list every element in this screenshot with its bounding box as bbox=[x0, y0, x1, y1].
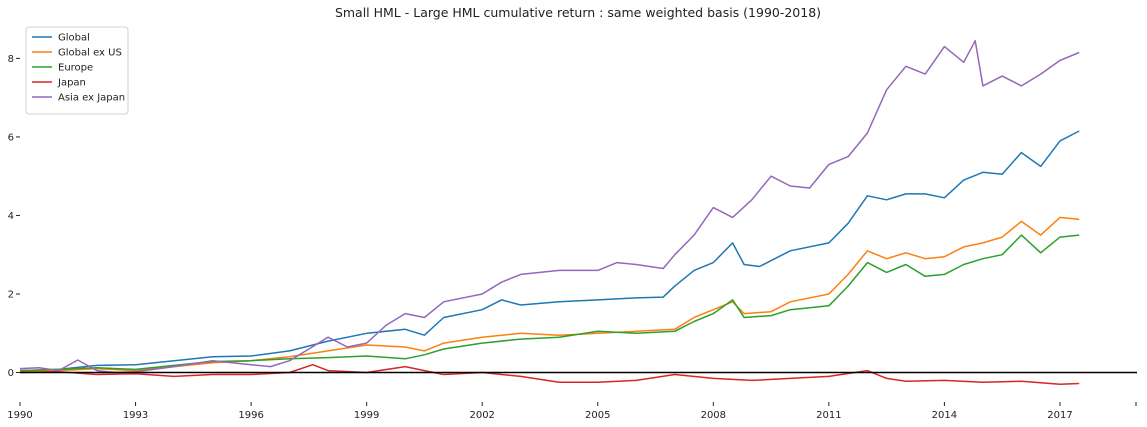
y-tick-label: 8 bbox=[8, 54, 14, 65]
x-tick-label: 1993 bbox=[123, 410, 148, 421]
x-tick-label: 2005 bbox=[585, 410, 610, 421]
series-line-4 bbox=[19, 39, 1080, 374]
series-line-1 bbox=[19, 216, 1080, 373]
x-tick-label: 2002 bbox=[469, 410, 494, 421]
series-line-3 bbox=[19, 363, 1080, 386]
series-line-0 bbox=[19, 130, 1080, 372]
legend-box bbox=[25, 26, 129, 115]
legend-label: Europe bbox=[58, 63, 93, 74]
y-tick-label: 4 bbox=[8, 211, 14, 222]
x-tick-label: 2008 bbox=[701, 410, 726, 421]
y-tick-label: 2 bbox=[8, 289, 14, 300]
y-tick-label: 0 bbox=[8, 368, 14, 379]
legend-label: Global ex US bbox=[58, 48, 122, 59]
series-layer bbox=[19, 39, 1080, 386]
y-axis: 0 2 4 6 8 bbox=[8, 54, 20, 379]
legend-label: Global bbox=[58, 33, 90, 44]
y-tick-label: 6 bbox=[8, 132, 14, 143]
chart-title: Small HML - Large HML cumulative return … bbox=[335, 5, 821, 20]
x-tick-label: 2014 bbox=[932, 410, 957, 421]
x-axis: 1990 1993 1996 1999 2002 2005 2008 2011 2014 2017 bbox=[7, 402, 1137, 421]
x-tick-label: 2017 bbox=[1047, 410, 1072, 421]
legend-label: Japan bbox=[57, 78, 86, 89]
x-tick-label: 1999 bbox=[354, 410, 379, 421]
x-tick-label: 1990 bbox=[7, 410, 32, 421]
series-line-2 bbox=[19, 234, 1080, 372]
legend-label: Asia ex Japan bbox=[58, 93, 125, 104]
legend: Global Global ex US Europe Japan Asia ex Jap… bbox=[25, 26, 129, 115]
x-tick-label: 1996 bbox=[238, 410, 263, 421]
x-tick-label: 2011 bbox=[816, 410, 841, 421]
